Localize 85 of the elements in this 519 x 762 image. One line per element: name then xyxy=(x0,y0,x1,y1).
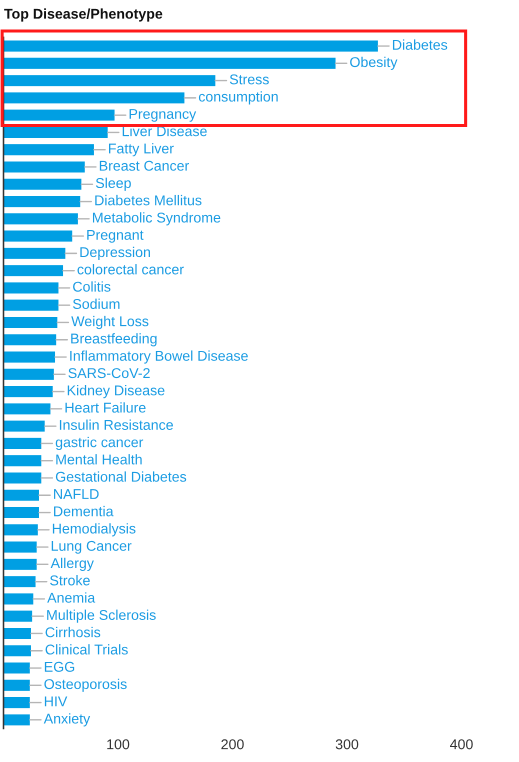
bar xyxy=(4,144,94,156)
y-tick-label: Gestational Diabetes xyxy=(56,471,186,482)
bar xyxy=(4,403,50,414)
x-tick-label: 100 xyxy=(107,739,130,750)
bar xyxy=(4,92,184,104)
y-tick-label: Breast Cancer xyxy=(100,160,189,171)
y-tick-label: NAFLD xyxy=(54,489,99,499)
y-tick-label: gastric cancer xyxy=(56,436,144,450)
bar xyxy=(4,386,53,398)
y-tick-label: colorectal cancer xyxy=(78,264,184,274)
y-tick-label: Depression xyxy=(80,246,150,260)
y-tick-label: Pregnant xyxy=(87,230,144,243)
bar xyxy=(4,334,56,346)
y-tick-label: Sodium xyxy=(72,298,120,310)
bar xyxy=(4,438,42,449)
y-tick-label: consumption xyxy=(198,91,278,104)
y-tick-label: Hemodialysis xyxy=(52,523,136,536)
bar xyxy=(4,75,216,86)
bar xyxy=(4,472,42,484)
bar xyxy=(4,282,58,294)
bar xyxy=(4,126,108,138)
bar xyxy=(4,352,56,363)
bar xyxy=(4,714,30,726)
y-tick-label: Clinical Trials xyxy=(46,644,128,655)
y-tick-label: Fatty Liver xyxy=(109,143,174,156)
y-tick-label: Pregnancy xyxy=(130,109,196,122)
y-tick-label: Liver Disease xyxy=(122,126,207,136)
y-tick-label: Osteoporosis xyxy=(44,678,127,692)
y-tick-label: Insulin Resistance xyxy=(60,420,173,430)
bar xyxy=(4,593,34,604)
bar xyxy=(4,368,54,380)
y-tick-label: Anxiety xyxy=(44,713,90,726)
y-tick-label: HIV xyxy=(44,696,68,706)
bar xyxy=(4,558,37,570)
bar xyxy=(4,542,37,553)
chart-title: Top Disease/Phenotype xyxy=(4,8,162,22)
y-tick-label: Lung Cancer xyxy=(52,540,132,554)
bar xyxy=(4,490,39,501)
bar xyxy=(4,300,58,311)
bar xyxy=(4,524,38,536)
x-tick-label: 200 xyxy=(221,739,244,750)
y-tick-label: Mental Health xyxy=(56,454,142,464)
bar xyxy=(4,248,66,259)
x-tick-label: 400 xyxy=(450,739,473,750)
y-tick-label: Diabetes xyxy=(392,39,448,50)
y-tick-label: Obesity xyxy=(350,56,398,70)
y-tick-label: Heart Failure xyxy=(65,402,146,413)
y-tick-label: Stress xyxy=(230,74,269,84)
y-tick-label: Anemia xyxy=(47,592,96,603)
y-tick-label: Breastfeeding xyxy=(71,333,157,346)
bar xyxy=(4,507,39,518)
y-tick-label: Kidney Disease xyxy=(68,384,164,398)
bar xyxy=(4,161,85,173)
x-tick-label: 300 xyxy=(336,739,358,750)
bar xyxy=(4,110,115,121)
y-tick-label: Cirrhosis xyxy=(46,626,100,638)
bar xyxy=(4,628,31,640)
y-tick-label: Inflammatory Bowel Disease xyxy=(70,350,248,364)
bar xyxy=(4,178,82,190)
y-tick-label: Stroke xyxy=(50,575,90,586)
y-tick-label: EGG xyxy=(44,662,74,672)
y-tick-label: Diabetes Mellitus xyxy=(95,194,202,206)
bar xyxy=(4,58,336,69)
bar xyxy=(4,576,36,588)
y-tick-label: Allergy xyxy=(50,558,94,571)
bar xyxy=(4,230,72,242)
bar xyxy=(4,455,42,466)
y-tick-label: Metabolic Syndrome xyxy=(92,212,220,226)
y-tick-label: Multiple Sclerosis xyxy=(47,610,156,623)
y-tick-label: Colitis xyxy=(73,281,110,292)
bar xyxy=(4,316,58,328)
bar xyxy=(4,196,80,208)
bar xyxy=(4,40,378,52)
bar xyxy=(4,697,30,708)
bar xyxy=(4,420,45,432)
bar xyxy=(4,610,32,622)
bar xyxy=(4,265,64,276)
y-tick-label: Dementia xyxy=(54,506,114,516)
y-tick-label: Weight Loss xyxy=(71,316,148,330)
y-tick-label: SARS-CoV-2 xyxy=(68,368,150,378)
y-tick-label: Sleep xyxy=(96,178,131,191)
bar xyxy=(4,662,30,674)
bar xyxy=(4,645,31,656)
bar xyxy=(4,213,78,224)
bar xyxy=(4,680,30,691)
